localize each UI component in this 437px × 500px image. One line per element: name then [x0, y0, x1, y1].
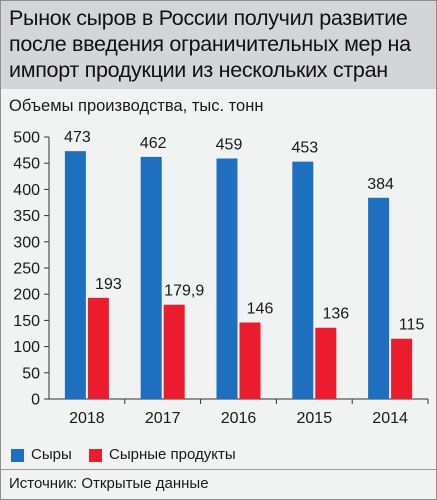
data-label-cheese-products-2018: 193 — [95, 276, 122, 293]
bar-cheese-2014 — [368, 197, 390, 399]
bar-cheese-2017 — [140, 156, 162, 399]
x-tick-label-2018: 2018 — [69, 410, 105, 427]
bar-cheese-products-2017 — [163, 304, 185, 399]
x-tick-label-2017: 2017 — [145, 410, 181, 427]
data-label-cheese-2016: 459 — [216, 136, 243, 153]
y-tick-label-500: 500 — [13, 130, 40, 147]
title-banner: Рынок сыров в России получил развитие по… — [1, 1, 436, 89]
data-label-cheese-2018: 473 — [64, 129, 91, 146]
y-tick-label-300: 300 — [13, 234, 40, 251]
y-tick-label-150: 150 — [13, 313, 40, 330]
data-label-cheese-2017: 462 — [140, 135, 167, 152]
x-tick-label-2015: 2015 — [297, 410, 333, 427]
data-label-cheese-products-2014: 115 — [399, 317, 425, 334]
bar-cheese-products-2014 — [391, 338, 413, 399]
bar-cheese-2018 — [64, 151, 86, 399]
bar-cheese-2015 — [292, 161, 314, 399]
bar-cheese-products-2016 — [239, 322, 261, 399]
data-label-cheese-2014: 384 — [367, 176, 394, 193]
legend-swatch-cheese — [11, 449, 24, 462]
y-tick-label-0: 0 — [31, 392, 40, 409]
y-tick-label-400: 400 — [13, 182, 40, 199]
x-tick-label-2016: 2016 — [221, 410, 257, 427]
legend-swatch-cheese-products — [89, 449, 102, 462]
bar-cheese-products-2015 — [315, 327, 337, 399]
y-tick-label-450: 450 — [13, 156, 40, 173]
y-tick-label-250: 250 — [13, 261, 40, 278]
data-label-cheese-2015: 453 — [291, 140, 318, 157]
chart-subtitle: Объемы производства, тыс. тонн — [9, 97, 264, 115]
legend-label-cheese-products: Сырные продукты — [109, 446, 236, 463]
chart-title: Рынок сыров в России получил развитие по… — [9, 6, 411, 82]
y-tick-label-350: 350 — [13, 208, 40, 225]
bar-chart: 0 50 100 150 200 250 300 350 400 450 500 473 193 2018… — [13, 129, 429, 427]
legend-label-cheese: Сыры — [31, 446, 72, 463]
x-tick-label-2014: 2014 — [372, 410, 408, 427]
y-tick-label-50: 50 — [22, 365, 40, 382]
data-label-cheese-products-2015: 136 — [322, 306, 349, 323]
bar-cheese-products-2018 — [87, 297, 109, 399]
y-tick-label-100: 100 — [13, 339, 40, 356]
source-note: Источник: Открытые данные — [9, 475, 209, 492]
data-label-cheese-products-2017: 179,9 — [164, 283, 204, 300]
bar-cheese-2016 — [216, 158, 238, 399]
y-tick-label-200: 200 — [13, 287, 40, 304]
footer-divider — [1, 469, 436, 470]
data-label-cheese-products-2016: 146 — [247, 300, 274, 317]
